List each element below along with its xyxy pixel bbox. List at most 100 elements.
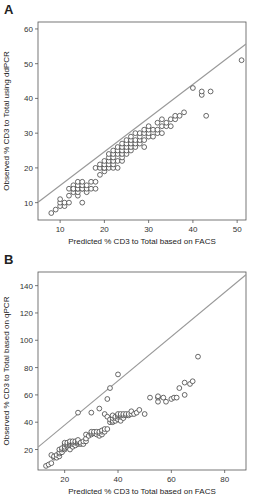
y-tick-label: 60 bbox=[24, 391, 33, 400]
scatter-point bbox=[98, 172, 103, 177]
scatter-point bbox=[164, 399, 169, 404]
scatter-point bbox=[93, 179, 98, 184]
scatter-point bbox=[105, 427, 110, 432]
y-tick-label: 120 bbox=[20, 309, 34, 318]
x-tick bbox=[171, 470, 172, 473]
scatter-point bbox=[160, 117, 165, 122]
y-tick-label: 20 bbox=[24, 164, 33, 173]
scatter-point bbox=[80, 200, 85, 205]
scatter-point bbox=[142, 138, 147, 143]
scatter-point bbox=[146, 124, 151, 129]
scatter-point bbox=[164, 120, 169, 125]
scatter-point bbox=[49, 211, 54, 216]
scatter-point bbox=[190, 86, 195, 91]
y-tick bbox=[35, 285, 38, 286]
x-tick-label: 20 bbox=[100, 225, 109, 234]
y-tick bbox=[35, 133, 38, 134]
scatter-point bbox=[67, 200, 72, 205]
x-tick bbox=[104, 220, 105, 223]
x-tick-label: 30 bbox=[144, 225, 153, 234]
scatter-point bbox=[174, 395, 179, 400]
scatter-point bbox=[190, 379, 195, 384]
y-tick-label: 40 bbox=[24, 94, 33, 103]
plot-frame bbox=[38, 272, 246, 470]
x-tick-label: 80 bbox=[220, 475, 229, 484]
x-tick bbox=[148, 220, 149, 223]
scatter-point bbox=[108, 386, 113, 391]
x-tick bbox=[237, 220, 238, 223]
scatter-point bbox=[76, 410, 81, 415]
scatter-point bbox=[58, 197, 63, 202]
y-tick-label: 30 bbox=[24, 129, 33, 138]
y-tick bbox=[35, 340, 38, 341]
y-tick-label: 100 bbox=[20, 336, 34, 345]
scatter-point bbox=[115, 165, 120, 170]
x-tick-label: 10 bbox=[56, 225, 65, 234]
y-tick-label: 80 bbox=[24, 364, 33, 373]
y-tick bbox=[35, 367, 38, 368]
scatter-point bbox=[129, 134, 134, 139]
y-tick bbox=[35, 422, 38, 423]
panel-label: B bbox=[4, 252, 13, 267]
plot-area bbox=[38, 44, 246, 216]
panel: A 10 20 30 40 50 10 20 30 40 50 60 Predicted % CD3 t… bbox=[2, 2, 246, 246]
scatter-point bbox=[151, 134, 156, 139]
x-tick-label: 40 bbox=[188, 225, 197, 234]
scatter-point bbox=[182, 392, 187, 397]
scatter-point bbox=[142, 412, 147, 417]
scatter-point bbox=[105, 397, 110, 402]
scatter-point bbox=[168, 124, 173, 129]
y-axis-label: Observed % CD3 to Total using ddPCR bbox=[2, 51, 11, 191]
scatter-point bbox=[177, 113, 182, 118]
plot-area bbox=[38, 275, 246, 469]
x-tick-label: 50 bbox=[233, 225, 242, 234]
y-tick-label: 60 bbox=[24, 25, 33, 34]
regression-line bbox=[38, 44, 246, 202]
scatter-point bbox=[177, 386, 182, 391]
y-tick-label: 20 bbox=[24, 446, 33, 455]
y-tick-label: 10 bbox=[24, 199, 33, 208]
panel-label: A bbox=[4, 2, 14, 17]
y-tick bbox=[35, 394, 38, 395]
scatter-point bbox=[67, 193, 72, 198]
scatter-point bbox=[116, 372, 121, 377]
y-tick-label: 140 bbox=[20, 282, 34, 291]
scatter-point bbox=[204, 113, 209, 118]
x-tick bbox=[60, 220, 61, 223]
y-tick bbox=[35, 312, 38, 313]
scatter-point bbox=[182, 110, 187, 115]
plot-frame bbox=[38, 22, 246, 220]
scatter-point bbox=[156, 394, 161, 399]
y-tick bbox=[35, 202, 38, 203]
y-tick bbox=[35, 28, 38, 29]
scatter-point bbox=[84, 183, 89, 188]
scatter-point bbox=[160, 131, 165, 136]
scatter-point bbox=[182, 380, 187, 385]
y-axis-label: Observed % CD3 to Total based on qPCR bbox=[2, 296, 11, 445]
scatter-point bbox=[53, 207, 58, 212]
scatter-point bbox=[97, 406, 102, 411]
scatter-point bbox=[93, 186, 98, 191]
x-tick-label: 20 bbox=[60, 475, 69, 484]
x-tick bbox=[64, 470, 65, 473]
panel: B2040608020406080100120140Predicted % CD… bbox=[2, 252, 246, 496]
x-tick-label: 40 bbox=[114, 475, 123, 484]
scatter-point bbox=[155, 127, 160, 132]
x-tick bbox=[224, 470, 225, 473]
y-tick bbox=[35, 449, 38, 450]
scatter-point bbox=[80, 179, 85, 184]
scatter-point bbox=[137, 408, 142, 413]
y-tick-label: 50 bbox=[24, 60, 33, 69]
y-tick bbox=[35, 63, 38, 64]
x-tick bbox=[118, 470, 119, 473]
scatter-point bbox=[239, 58, 244, 63]
scatter-point bbox=[199, 89, 204, 94]
regression-line bbox=[38, 275, 246, 448]
scatter-point bbox=[49, 461, 54, 466]
y-tick bbox=[35, 167, 38, 168]
x-axis-label: Predicted % CD3 to Total based on FACS bbox=[68, 487, 216, 496]
y-tick bbox=[35, 98, 38, 99]
x-axis-label: Predicted % CD3 to Total based on FACS bbox=[68, 237, 216, 246]
x-tick-label: 60 bbox=[167, 475, 176, 484]
scatter-point bbox=[196, 354, 201, 359]
